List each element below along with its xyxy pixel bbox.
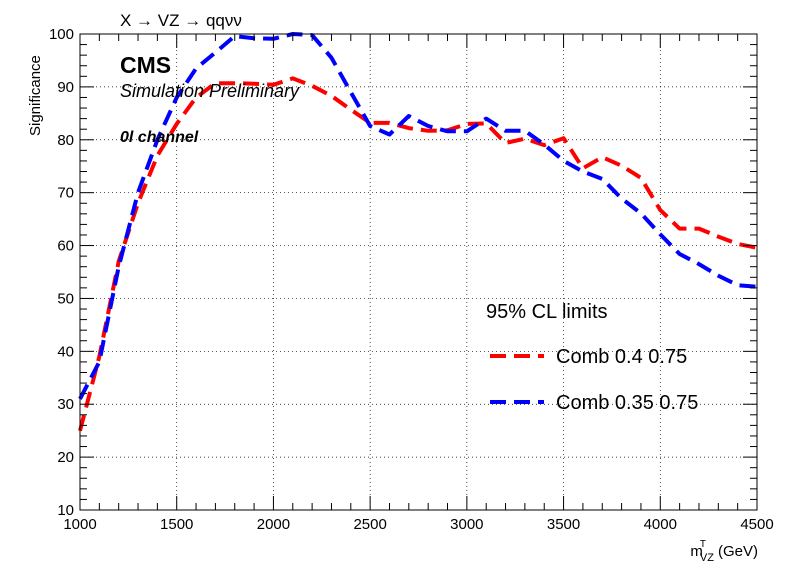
series-1-point [447,131,448,132]
x-tick-label: 4000 [644,516,677,533]
y-tick-label: 90 [57,79,74,96]
series-0-point [640,177,641,178]
y-tick-label: 80 [57,132,74,149]
legend-label-comb-0.35: Comb 0.35 0.75 [556,392,698,414]
series-1-point [370,126,371,127]
series-0-point [679,228,680,229]
series-1-point [737,285,738,286]
series-0-point [157,155,158,156]
y-tick-label: 60 [57,238,74,255]
series-0-point [602,157,603,158]
series-line-1 [78,32,758,400]
series-1-point [718,275,719,276]
series-1-point [138,192,139,193]
y-tick-label: 50 [57,290,74,307]
series-0-point [699,228,700,229]
x-tick-label: 2500 [353,516,386,533]
series-1-point [196,68,197,69]
series-0-point [389,122,390,123]
channel-label: 0l channel [120,129,199,146]
series-1-point [660,234,661,235]
legend-title: 95% CL limits [486,301,608,323]
series-1-point [389,134,390,135]
y-tick-label: 30 [57,396,74,413]
series-0-point [505,143,506,144]
series-0-point [660,210,661,211]
series-0-point [582,168,583,169]
legend: 95% CL limits Comb 0.4 0.75 Comb 0.35 0.… [486,301,698,414]
series-1-point [505,130,506,131]
simulation-label: Simulation Preliminary [120,81,300,101]
series-1-point [563,160,564,161]
x-axis-label-sub: VZ [700,552,714,564]
legend-label-comb-0.4: Comb 0.4 0.75 [556,346,687,368]
x-tick-label: 2000 [257,516,290,533]
series-0-point [737,244,738,245]
series-0-point [524,138,525,139]
series-0-point [408,128,409,129]
series-0-point [331,95,332,96]
y-axis-label: Significance [27,55,44,136]
series-0-point [486,123,487,124]
grid [80,34,757,510]
x-tick-label: 1000 [63,516,96,533]
series-1-point [466,131,467,132]
series-0-point [621,165,622,166]
x-axis-label-unit: (GeV) [718,543,758,560]
cms-label: CMS [120,52,171,78]
x-axis-label-sup: T [700,539,706,550]
series-1-point [582,171,583,172]
series-1-point [602,178,603,179]
y-tick-label: 10 [57,502,74,519]
series-line-0 [78,76,758,432]
series-1-point [350,92,351,93]
series-1-point [99,361,100,362]
y-tick-label: 70 [57,185,74,202]
series-0-point [563,138,564,139]
series-1-point [215,52,216,53]
y-tick-label: 100 [49,26,74,43]
series-1-point [640,213,641,214]
series-lines [78,32,758,432]
series-1-point [486,118,487,119]
series-0-point [718,236,719,237]
series-1-point [524,130,525,131]
series-1-point [408,116,409,117]
series-1-point [544,144,545,145]
x-axis-label-main: m [690,543,703,560]
series-0-point [292,78,293,79]
series-1-point [621,198,622,199]
series-1-point [331,57,332,58]
x-tick-label: 1500 [160,516,193,533]
plot-frame [79,33,758,511]
series-0-point [466,123,467,124]
series-1-point [699,264,700,265]
x-tick-label: 4500 [740,516,773,533]
x-axis-label: mT VZ (GeV) [690,539,758,564]
series-0-point [350,109,351,110]
series-1-point [428,126,429,127]
chart-title: X → VZ → qqνν [120,11,242,30]
y-tick-label: 40 [57,343,74,360]
series-0-point [428,130,429,131]
series-1-point [679,254,680,255]
series-0-point [138,203,139,204]
tick-labels: 1000 1500 2000 2500 3000 3500 4000 4500 10 20 30 40… [49,26,774,533]
series-0-point [312,85,313,86]
series-0-point [176,123,177,124]
series-0-point [99,356,100,357]
axis-ticks [79,33,758,511]
x-tick-label: 3000 [450,516,483,533]
y-tick-label: 20 [57,449,74,466]
series-1-point [118,266,119,267]
x-tick-label: 3500 [547,516,580,533]
